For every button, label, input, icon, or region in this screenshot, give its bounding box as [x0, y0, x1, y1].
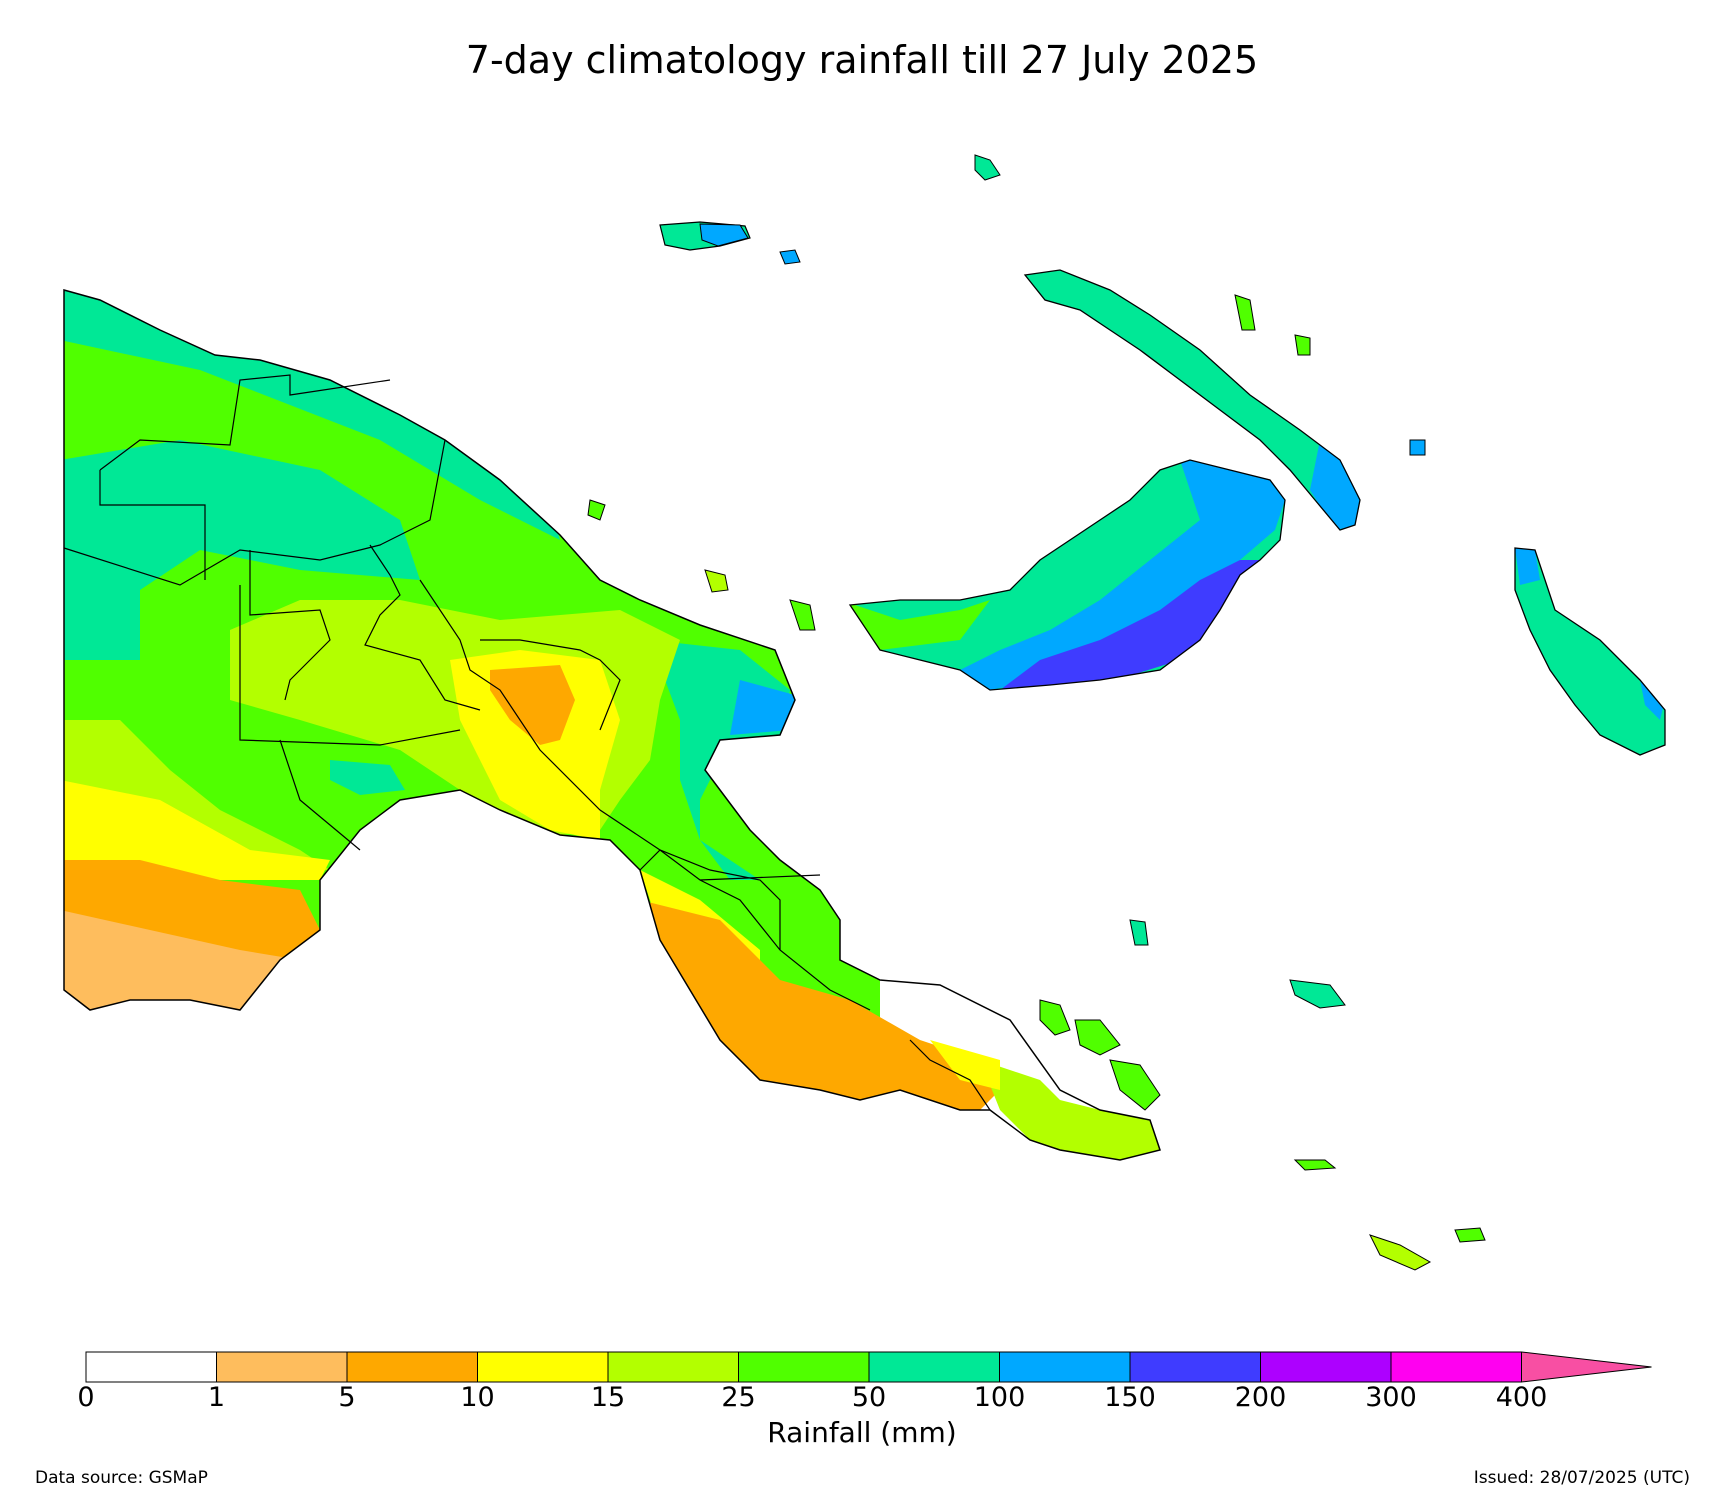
colorbar-label: Rainfall (mm) — [767, 1416, 957, 1449]
colorbar-tick-label: 0 — [77, 1382, 95, 1413]
colorbar-tick-label: 50 — [851, 1382, 887, 1413]
new-ireland-coastline — [1023, 269, 1361, 531]
colorbar-bin — [738, 1351, 870, 1383]
colorbar-bin — [607, 1351, 739, 1383]
colorbar-tick-label: 300 — [1365, 1382, 1417, 1413]
bougainville-rainfall — [1515, 548, 1665, 755]
colorbar-bin — [999, 1351, 1131, 1383]
colorbar-tick-label: 5 — [338, 1382, 356, 1413]
colorbar-tick-label: 1 — [207, 1382, 226, 1413]
colorbar — [85, 1351, 1652, 1383]
colorbar-extend-arrow — [1521, 1351, 1652, 1383]
colorbar-tick-label: 10 — [460, 1382, 495, 1413]
issued-date: Issued: 28/07/2025 (UTC) — [1473, 1468, 1690, 1488]
bougainville-coastline — [1514, 547, 1666, 756]
colorbar-tick-label: 100 — [973, 1382, 1026, 1413]
colorbar-tick-label: 25 — [721, 1382, 756, 1413]
province-boundaries — [63, 374, 991, 1111]
new-britain-rainfall — [850, 460, 1285, 690]
colorbar-bin — [1129, 1351, 1261, 1383]
new-britain-coastline — [848, 459, 1286, 691]
colorbar-bin — [477, 1351, 609, 1383]
map-title: 7-day climatology rainfall till 27 July … — [465, 38, 1259, 82]
colorbar-bin — [1390, 1351, 1522, 1383]
colorbar-bin — [216, 1351, 348, 1383]
mainland-rainfall — [64, 290, 1160, 1160]
colorbar-tick-label: 150 — [1104, 1382, 1156, 1413]
colorbar-tick-label: 400 — [1495, 1382, 1548, 1413]
colorbar-bin — [868, 1351, 1000, 1383]
small-islands — [587, 154, 1486, 1271]
colorbar-tick-label: 15 — [590, 1382, 626, 1413]
data-source: Data source: GSMaP — [35, 1468, 208, 1488]
colorbar-bin — [1260, 1351, 1392, 1383]
colorbar-bin — [85, 1351, 217, 1383]
colorbar-tick-label: 200 — [1234, 1382, 1287, 1413]
mainland-coastline — [63, 289, 1161, 1161]
colorbar-bin — [346, 1351, 478, 1383]
